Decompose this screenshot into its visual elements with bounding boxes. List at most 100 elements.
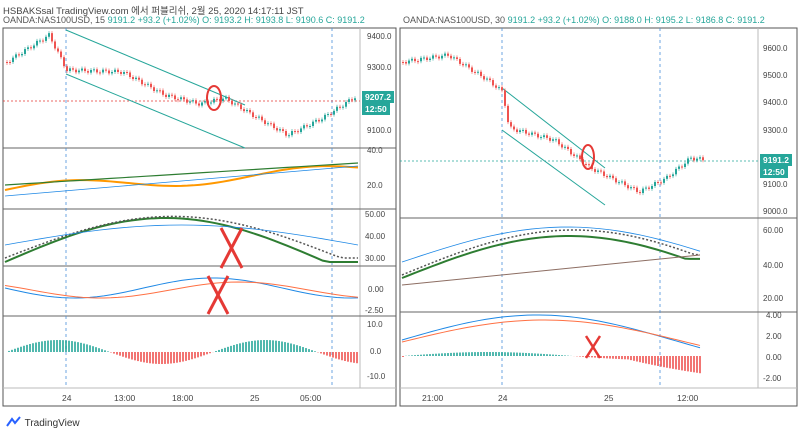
left-candle-body [87,71,89,73]
left-macd-line [4,277,359,299]
left-candle-body [225,96,227,99]
left-candle-body [105,69,107,71]
left-candle-body [324,114,326,120]
right-hist-bar [549,354,551,356]
left-candle-body [171,94,173,96]
right-hist-bar [624,356,626,360]
left-hist-bar [44,340,46,352]
left-hist-bar [89,345,91,352]
right-hist-bar [438,353,440,356]
right-candle-body [630,187,632,189]
right-candle-body [498,87,500,89]
right-price-tick-9100: 9100.0 [763,180,788,189]
left-candle-body [180,97,182,100]
left-hist-bar [341,352,343,361]
left-hist-bar [149,352,151,364]
right-candle-body [618,182,620,184]
left-candle-body [192,100,194,102]
left-candle-body [303,125,305,129]
tradingview-brand[interactable]: TradingView [6,414,80,429]
right-candle-body [411,58,413,61]
left-symbol-line: OANDA:NAS100USD, 15 9191.2 +93.2 (+1.02%… [3,15,365,25]
right-hist-bar [444,353,446,356]
right-candle-body [672,174,674,177]
left-hist-bar [38,341,40,352]
left-rsi-line [4,165,359,191]
left-candle-body [342,106,344,108]
left-hist-bar [332,352,334,358]
right-hist-bar [543,353,545,356]
right-time-tick-24: 24 [498,393,508,403]
left-hist-bar [206,352,208,355]
left-candle-body [21,53,23,56]
right-hist-bar [528,353,530,356]
left-hist-bar [140,352,142,362]
left-hist-bar [191,352,193,360]
right-hist-bar [417,354,419,356]
right-candle-body [675,168,677,175]
right-candle-body [585,163,587,165]
right-hist-bar [651,356,653,365]
right-hist-bar [561,355,563,356]
left-candle-body [198,103,200,106]
left-candle-body [120,71,122,74]
right-price-tick-9500: 9500.0 [763,71,788,80]
right-hist-bar [501,352,503,356]
right-time-tick-25: 25 [604,393,614,403]
right-candle-body [453,57,455,59]
right-hist-bar [612,356,614,359]
left-chart-frame [2,27,397,407]
right-hist-bar [693,356,695,373]
right-candle-body [522,129,524,131]
left-hist-bar [122,352,124,357]
left-candle-body [213,98,215,103]
right-candle-body [558,139,560,145]
right-candle-body [441,55,443,59]
left-hist-bar [65,340,67,352]
left-candle-body [18,54,20,56]
left-hist-bar [11,349,13,352]
left-candle-body [66,66,68,72]
left-candle-body [252,112,254,118]
right-hist-bar [633,356,635,361]
right-hist-bar [627,356,629,360]
right-hist-bar [534,353,536,356]
right-hist-bar [462,352,464,356]
left-hist-bar [182,352,184,362]
left-hist-bar [266,340,268,352]
left-hist-bar [74,341,76,352]
right-hist-bar [441,353,443,356]
left-hist-bar [95,347,97,352]
left-hist-bar [299,346,301,352]
left-candle-body [177,99,179,101]
right-candle-body [606,175,608,178]
left-time-tick-25: 25 [250,393,260,403]
right-hist-bar [648,356,650,365]
right-candle-body [516,129,518,133]
left-hist-bar [224,347,226,352]
left-hist-bar [137,352,139,362]
left-candle-body [153,87,155,92]
left-hist-bar [98,348,100,352]
left-candle-body [255,117,257,119]
left-candle-body [291,131,293,136]
left-last-price: 9191.2 [107,15,136,25]
right-candle-body [519,130,521,133]
left-hist-bar [308,349,310,352]
right-candle-body [564,146,566,148]
right-candle-body [444,53,446,56]
left-candle-body [126,71,128,73]
right-candle-body [603,171,605,176]
left-hist-bar [194,352,196,359]
right-candle-body [438,56,440,59]
left-hist-bar [326,352,328,356]
right-hist-bar [480,352,482,356]
left-hist-bar [53,340,55,352]
left-candle-body [288,135,290,137]
left-signal-line [4,281,359,299]
right-candle-body [417,61,419,63]
right-hist-bar [498,352,500,356]
left-hist-bar [185,352,187,361]
right-candle-body [483,76,485,80]
